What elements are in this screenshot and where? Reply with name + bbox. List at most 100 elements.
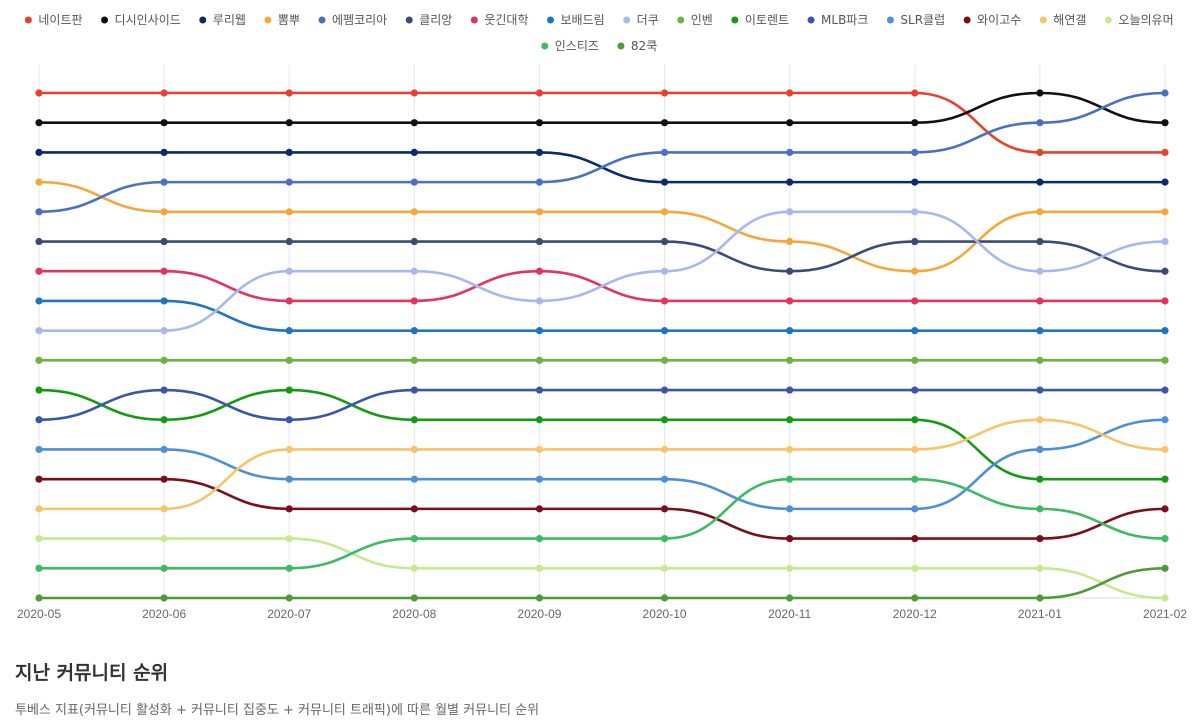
data-point-루리웹-2020-10[interactable]	[660, 178, 669, 186]
data-point-이토렌트-2020-12[interactable]	[911, 416, 919, 424]
data-point-디시인사이드-2020-11[interactable]	[786, 119, 794, 127]
data-point-뽐뿌-2020-12[interactable]	[911, 267, 919, 275]
data-point-디시인사이드-2021-01[interactable]	[1036, 89, 1044, 97]
data-point-오늘의유머-2020-10[interactable]	[660, 564, 669, 572]
data-point-와이고수-2021-02[interactable]	[1161, 505, 1169, 513]
data-point-인스티즈-2020-07[interactable]	[285, 564, 293, 572]
data-point-와이고수-2020-10[interactable]	[660, 505, 669, 513]
data-point-보배드림-2020-06[interactable]	[160, 297, 168, 305]
data-point-디시인사이드-2020-05[interactable]	[35, 119, 43, 127]
data-point-뽐뿌-2020-09[interactable]	[535, 208, 544, 216]
data-point-이토렌트-2020-06[interactable]	[160, 416, 168, 424]
legend-item-이토렌트[interactable]: 이토렌트	[731, 13, 789, 27]
data-point-더쿠-2020-12[interactable]	[911, 208, 919, 216]
data-point-에펨코리아-2020-06[interactable]	[160, 178, 168, 186]
legend-item-82쿡[interactable]: 82쿡	[617, 39, 657, 53]
data-point-클리앙-2020-08[interactable]	[410, 237, 418, 246]
data-point-에펨코리아-2020-12[interactable]	[911, 148, 919, 157]
data-point-더쿠-2020-10[interactable]	[660, 267, 669, 275]
series-line-에펨코리아[interactable]	[37, 91, 1167, 214]
data-point-와이고수-2021-01[interactable]	[1036, 534, 1044, 543]
data-point-와이고수-2020-09[interactable]	[535, 505, 544, 513]
series-line-와이고수[interactable]	[37, 477, 1167, 540]
data-point-해연갤-2020-06[interactable]	[160, 505, 168, 513]
data-point-보배드림-2020-08[interactable]	[410, 327, 418, 335]
data-point-보배드림-2021-02[interactable]	[1161, 327, 1169, 335]
data-point-mlb파크-2020-10[interactable]	[660, 386, 669, 394]
data-point-오늘의유머-2020-12[interactable]	[911, 564, 919, 572]
data-point-slr클럽-2020-08[interactable]	[410, 475, 418, 483]
data-point-디시인사이드-2020-10[interactable]	[660, 119, 669, 127]
data-point-이토렌트-2020-05[interactable]	[35, 386, 43, 394]
data-point-mlb파크-2020-11[interactable]	[786, 386, 794, 394]
data-point-mlb파크-2020-07[interactable]	[285, 416, 293, 424]
data-point-루리웹-2020-11[interactable]	[786, 178, 794, 186]
series-line-이토렌트[interactable]	[37, 388, 1167, 481]
data-point-에펨코리아-2020-09[interactable]	[535, 178, 544, 186]
data-point-보배드림-2020-10[interactable]	[660, 327, 669, 335]
legend-item-루리웹[interactable]: 루리웹	[199, 13, 246, 27]
data-point-해연갤-2020-09[interactable]	[535, 445, 544, 454]
data-point-보배드림-2020-07[interactable]	[285, 327, 293, 335]
data-point-웃긴대학-2020-05[interactable]	[35, 267, 43, 275]
data-point-mlb파크-2020-05[interactable]	[35, 416, 43, 424]
series-line-보배드림[interactable]	[37, 299, 1167, 332]
data-point-뽐뿌-2021-01[interactable]	[1036, 208, 1044, 216]
data-point-에펨코리아-2020-08[interactable]	[410, 178, 418, 186]
data-point-인벤-2020-09[interactable]	[535, 356, 544, 364]
data-point-클리앙-2020-09[interactable]	[535, 237, 544, 246]
data-point-slr클럽-2020-05[interactable]	[35, 445, 43, 454]
data-point-네이트판-2020-09[interactable]	[535, 89, 544, 97]
data-point-더쿠-2020-05[interactable]	[35, 327, 43, 335]
data-point-디시인사이드-2021-02[interactable]	[1161, 119, 1169, 127]
series-line-오늘의유머[interactable]	[37, 537, 1167, 600]
legend-item-인벤[interactable]: 인벤	[677, 13, 713, 27]
data-point-이토렌트-2020-10[interactable]	[660, 416, 669, 424]
data-point-해연갤-2020-10[interactable]	[660, 445, 669, 454]
data-point-디시인사이드-2020-08[interactable]	[410, 119, 418, 127]
data-point-오늘의유머-2020-08[interactable]	[410, 564, 418, 572]
data-point-더쿠-2021-01[interactable]	[1036, 267, 1044, 275]
data-point-인벤-2020-11[interactable]	[786, 356, 794, 364]
series-line-디시인사이드[interactable]	[37, 91, 1167, 125]
data-point-해연갤-2020-05[interactable]	[35, 505, 43, 513]
data-point-더쿠-2020-07[interactable]	[285, 267, 293, 275]
data-point-웃긴대학-2020-09[interactable]	[535, 267, 544, 275]
data-point-에펨코리아-2021-01[interactable]	[1036, 119, 1044, 127]
data-point-82쿡-2021-02[interactable]	[1161, 564, 1169, 572]
legend-item-해연갤[interactable]: 해연갤	[1039, 13, 1087, 27]
data-point-와이고수-2020-05[interactable]	[35, 475, 43, 483]
series-line-클리앙[interactable]	[37, 240, 1167, 273]
legend-item-에펨코리아[interactable]: 에펨코리아	[318, 13, 388, 27]
data-point-인벤-2020-07[interactable]	[285, 356, 293, 364]
data-point-네이트판-2020-07[interactable]	[285, 89, 293, 97]
data-point-오늘의유머-2020-05[interactable]	[35, 534, 43, 543]
data-point-slr클럽-2020-09[interactable]	[535, 475, 544, 483]
data-point-인스티즈-2020-10[interactable]	[660, 534, 669, 543]
data-point-루리웹-2020-05[interactable]	[35, 148, 43, 157]
data-point-인벤-2020-10[interactable]	[660, 356, 669, 364]
data-point-82쿡-2020-12[interactable]	[911, 594, 919, 602]
data-point-82쿡-2020-06[interactable]	[160, 594, 168, 602]
data-point-뽐뿌-2020-08[interactable]	[410, 208, 418, 216]
data-point-와이고수-2020-12[interactable]	[911, 534, 919, 543]
data-point-인스티즈-2020-11[interactable]	[786, 475, 794, 483]
legend-item-웃긴대학[interactable]: 웃긴대학	[470, 13, 529, 27]
data-point-인스티즈-2020-08[interactable]	[410, 534, 418, 543]
data-point-네이트판-2020-05[interactable]	[35, 89, 43, 97]
data-point-보배드림-2021-01[interactable]	[1036, 327, 1044, 335]
data-point-웃긴대학-2020-07[interactable]	[285, 297, 293, 305]
data-point-루리웹-2020-09[interactable]	[535, 148, 544, 157]
data-point-해연갤-2021-02[interactable]	[1161, 445, 1169, 454]
data-point-82쿡-2020-05[interactable]	[35, 594, 43, 602]
data-point-인스티즈-2021-01[interactable]	[1036, 505, 1044, 513]
legend-item-디시인사이드[interactable]: 디시인사이드	[101, 13, 181, 27]
data-point-루리웹-2021-02[interactable]	[1161, 178, 1169, 186]
legend-item-클리앙[interactable]: 클리앙	[405, 13, 453, 27]
legend-item-뽐뿌[interactable]: 뽐뿌	[264, 13, 300, 27]
data-point-클리앙-2020-07[interactable]	[285, 237, 293, 246]
data-point-와이고수-2020-11[interactable]	[786, 534, 794, 543]
data-point-mlb파크-2021-01[interactable]	[1036, 386, 1044, 394]
data-point-slr클럽-2020-06[interactable]	[160, 445, 168, 454]
data-point-더쿠-2020-11[interactable]	[786, 208, 794, 216]
